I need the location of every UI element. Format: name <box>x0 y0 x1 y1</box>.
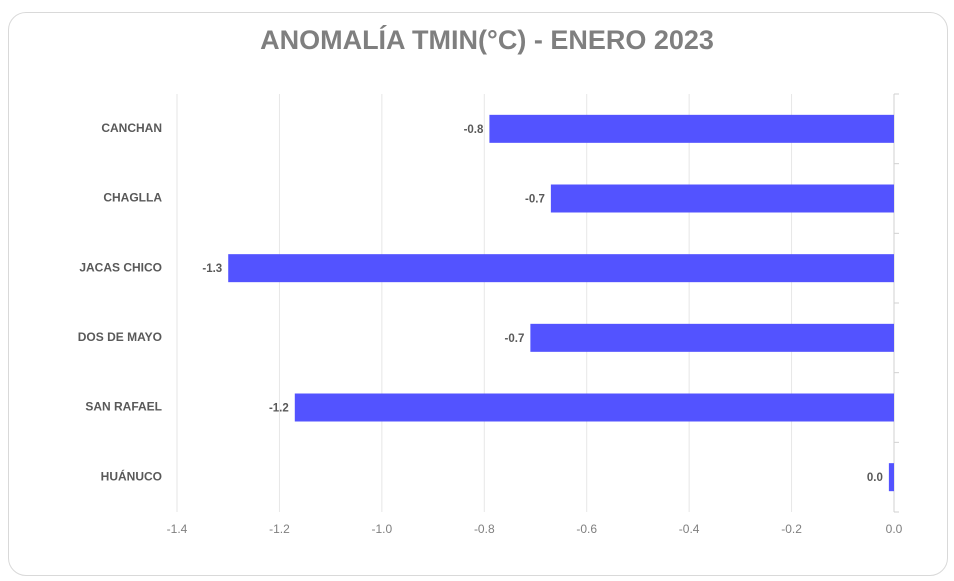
value-label: 0.0 <box>867 472 883 484</box>
x-tick-label: 0.0 <box>886 522 903 536</box>
y-tick-label: CANCHAN <box>101 121 162 135</box>
bar <box>888 463 894 492</box>
x-tick-label: -0.8 <box>474 522 495 536</box>
y-tick-label: CHAGLLA <box>103 191 162 205</box>
value-label: -1.3 <box>202 263 222 275</box>
y-tick-label: SAN RAFAEL <box>85 400 162 414</box>
bar <box>550 184 894 213</box>
bar <box>530 323 894 352</box>
y-tick-label: JACAS CHICO <box>79 260 162 274</box>
value-label: -1.2 <box>269 403 289 415</box>
x-tick-label: -1.4 <box>167 522 188 536</box>
bar <box>489 114 894 143</box>
y-tick-label: DOS DE MAYO <box>78 330 162 344</box>
value-label: -0.7 <box>525 194 545 206</box>
value-label: -0.8 <box>464 124 484 136</box>
y-tick-label: HUÁNUCO <box>101 468 162 483</box>
chart-title: ANOMALÍA TMIN(°C) - ENERO 2023 <box>260 24 714 55</box>
x-tick-label: -0.2 <box>781 522 802 536</box>
value-label: -0.7 <box>505 333 525 345</box>
bar <box>294 393 894 422</box>
x-tick-label: -0.4 <box>679 522 700 536</box>
x-tick-label: -0.6 <box>576 522 597 536</box>
x-tick-label: -1.0 <box>372 522 393 536</box>
x-tick-label: -1.2 <box>269 522 290 536</box>
bar <box>228 254 894 283</box>
